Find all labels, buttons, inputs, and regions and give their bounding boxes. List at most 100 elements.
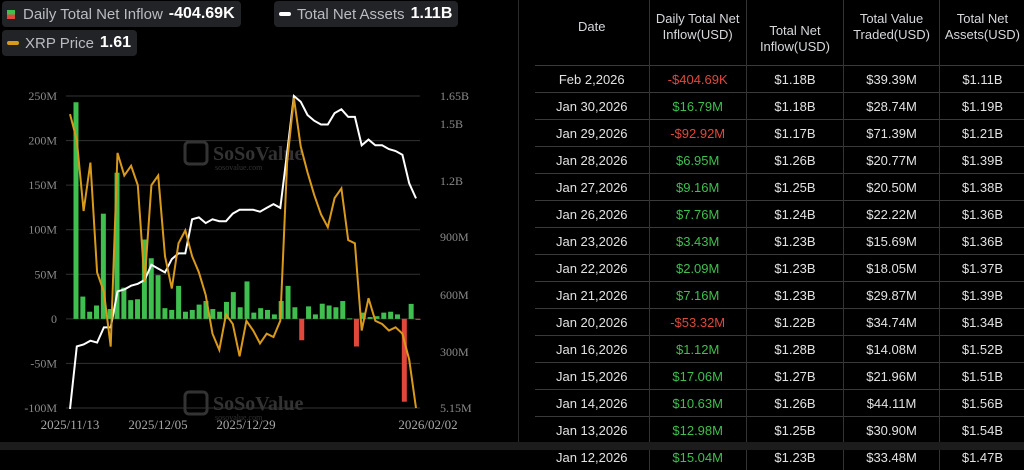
chart-panel: Daily Total Net Inflow -404.69K Total Ne… bbox=[0, 0, 518, 442]
cell-assets: $1.52B bbox=[939, 336, 1024, 363]
cell-daily: $2.09M bbox=[649, 255, 746, 282]
cell-date: Jan 21,2026 bbox=[535, 282, 649, 309]
table-row[interactable]: Jan 16,2026$1.12M$1.28B$14.08M$1.52B bbox=[535, 336, 1024, 363]
cell-assets: $1.36B bbox=[939, 201, 1024, 228]
table-row[interactable]: Jan 21,2026$7.16M$1.23B$29.87M$1.39B bbox=[535, 282, 1024, 309]
table-row[interactable]: Jan 22,2026$2.09M$1.23B$18.05M$1.37B bbox=[535, 255, 1024, 282]
table-row[interactable]: Jan 15,2026$17.06M$1.27B$21.96M$1.51B bbox=[535, 363, 1024, 390]
inflow-bar[interactable] bbox=[183, 312, 188, 319]
table-row[interactable]: Jan 26,2026$7.76M$1.24B$22.22M$1.36B bbox=[535, 201, 1024, 228]
inflow-bar[interactable] bbox=[156, 275, 161, 319]
table-row[interactable]: Jan 29,2026-$92.92M$1.17B$71.39M$1.21B bbox=[535, 120, 1024, 147]
cell-date: Jan 26,2026 bbox=[535, 201, 649, 228]
inflow-bar[interactable] bbox=[388, 312, 393, 319]
inflow-bar[interactable] bbox=[87, 312, 92, 319]
inflow-bar[interactable] bbox=[299, 319, 304, 340]
inflow-bar[interactable] bbox=[381, 313, 386, 319]
cell-date: Jan 29,2026 bbox=[535, 120, 649, 147]
cell-traded: $30.90M bbox=[844, 417, 940, 444]
inflow-bar[interactable] bbox=[402, 319, 407, 402]
inflow-bar[interactable] bbox=[416, 319, 421, 320]
inflow-bar[interactable] bbox=[245, 281, 250, 318]
inflow-bar[interactable] bbox=[169, 310, 174, 319]
inflow-bar[interactable] bbox=[190, 310, 195, 319]
svg-text:SoSoValue: SoSoValue bbox=[213, 143, 304, 165]
cell-date: Jan 20,2026 bbox=[535, 309, 649, 336]
inflow-bar[interactable] bbox=[135, 299, 140, 319]
table-row[interactable]: Jan 13,2026$12.98M$1.25B$30.90M$1.54B bbox=[535, 417, 1024, 444]
left-axis-tick: 0 bbox=[51, 312, 57, 326]
column-header[interactable]: Date bbox=[535, 0, 649, 66]
cell-daily: $3.43M bbox=[649, 228, 746, 255]
inflow-bar[interactable] bbox=[333, 307, 338, 319]
table-row[interactable]: Jan 20,2026-$53.32M$1.22B$34.74M$1.34B bbox=[535, 309, 1024, 336]
inflow-bar[interactable] bbox=[128, 300, 133, 319]
cell-date: Jan 30,2026 bbox=[535, 93, 649, 120]
inflow-bar[interactable] bbox=[340, 301, 345, 319]
inflow-bar[interactable] bbox=[231, 292, 236, 319]
right-axis-tick: 600M bbox=[440, 288, 469, 302]
inflow-bar[interactable] bbox=[313, 314, 318, 318]
inflow-bar[interactable] bbox=[272, 314, 277, 318]
inflow-bar[interactable] bbox=[409, 304, 414, 319]
table-row[interactable]: Jan 30,2026$16.79M$1.18B$28.74M$1.19B bbox=[535, 93, 1024, 120]
cell-traded: $29.87M bbox=[844, 282, 940, 309]
cell-total-inflow: $1.18B bbox=[746, 93, 843, 120]
inflow-bar[interactable] bbox=[162, 308, 167, 319]
inflow-bar[interactable] bbox=[210, 309, 215, 319]
cell-total-inflow: $1.24B bbox=[746, 201, 843, 228]
cell-daily: $6.95M bbox=[649, 147, 746, 174]
header-line: Inflow(USD) bbox=[747, 39, 843, 55]
table-row[interactable]: Jan 27,2026$9.16M$1.25B$20.50M$1.38B bbox=[535, 174, 1024, 201]
inflow-bar[interactable] bbox=[327, 305, 332, 318]
cell-assets: $1.39B bbox=[939, 147, 1024, 174]
inflow-bar[interactable] bbox=[197, 305, 202, 319]
cell-daily: $16.79M bbox=[649, 93, 746, 120]
inflow-bar[interactable] bbox=[94, 305, 99, 318]
table-row[interactable]: Feb 2,2026-$404.69K$1.18B$39.39M$1.11B bbox=[535, 66, 1024, 93]
cell-date: Jan 14,2026 bbox=[535, 390, 649, 417]
inflow-bar[interactable] bbox=[292, 307, 297, 319]
cell-total-inflow: $1.18B bbox=[746, 66, 843, 93]
cell-date: Jan 16,2026 bbox=[535, 336, 649, 363]
table-row[interactable]: Jan 28,2026$6.95M$1.26B$20.77M$1.39B bbox=[535, 147, 1024, 174]
cell-total-inflow: $1.23B bbox=[746, 228, 843, 255]
cell-total-inflow: $1.25B bbox=[746, 174, 843, 201]
cell-assets: $1.37B bbox=[939, 255, 1024, 282]
inflow-bar[interactable] bbox=[320, 304, 325, 319]
inflow-bar[interactable] bbox=[251, 313, 256, 319]
inflow-bar[interactable] bbox=[347, 318, 352, 319]
left-axis-tick: -100M bbox=[24, 401, 57, 415]
inflow-bar[interactable] bbox=[354, 319, 359, 347]
inflow-bar[interactable] bbox=[238, 307, 243, 319]
inflow-bar[interactable] bbox=[286, 286, 291, 319]
cell-traded: $20.50M bbox=[844, 174, 940, 201]
cell-daily: -$92.92M bbox=[649, 120, 746, 147]
combo-chart[interactable]: SoSoValuesosovalue.comSoSoValuesosovalue… bbox=[0, 0, 518, 442]
inflow-bar[interactable] bbox=[121, 288, 126, 319]
table-row[interactable]: Jan 23,2026$3.43M$1.23B$15.69M$1.36B bbox=[535, 228, 1024, 255]
right-axis-tick: 1.65B bbox=[440, 89, 469, 103]
x-axis-tick: 2025/12/29 bbox=[216, 417, 275, 432]
header-line: Total Net bbox=[940, 11, 1024, 27]
inflow-bar[interactable] bbox=[395, 314, 400, 318]
inflow-bar[interactable] bbox=[176, 286, 181, 319]
cell-total-inflow: $1.26B bbox=[746, 147, 843, 174]
cell-date: Jan 13,2026 bbox=[535, 417, 649, 444]
cell-daily: $12.98M bbox=[649, 417, 746, 444]
inflow-bar[interactable] bbox=[306, 306, 311, 318]
inflow-bar[interactable] bbox=[217, 312, 222, 319]
cell-assets: $1.56B bbox=[939, 390, 1024, 417]
table-row[interactable]: Jan 14,2026$10.63M$1.26B$44.11M$1.56B bbox=[535, 390, 1024, 417]
inflow-bar[interactable] bbox=[258, 308, 263, 319]
inflow-bar[interactable] bbox=[80, 297, 85, 319]
inflow-bar[interactable] bbox=[368, 317, 373, 319]
inflow-bar[interactable] bbox=[265, 310, 270, 319]
cell-daily: -$404.69K bbox=[649, 66, 746, 93]
